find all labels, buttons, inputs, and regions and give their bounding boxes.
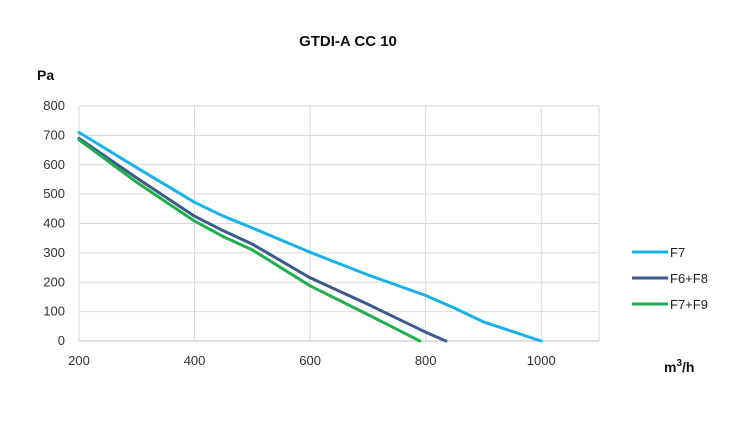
y-tick-label: 100: [43, 304, 65, 319]
x-axis-label-sup: 3: [676, 358, 682, 369]
y-tick-label: 300: [43, 245, 65, 260]
series-line: [77, 136, 448, 343]
legend-label: F7: [670, 245, 685, 260]
legend: F7 F6+F8 F7+F9: [632, 245, 708, 312]
y-tick-label: 0: [58, 333, 65, 348]
x-tick-label: 1000: [527, 353, 556, 368]
x-axis-label: m3/h: [664, 358, 694, 375]
tick-labels: 0 100 200 300 400 500 600 700 800 200 400 600 800 100…: [43, 98, 555, 368]
y-tick-label: 600: [43, 157, 65, 172]
y-tick-label: 400: [43, 216, 65, 231]
x-axis-label-rest: /h: [682, 359, 694, 375]
series-line: [77, 138, 422, 343]
legend-label: F7+F9: [670, 297, 708, 312]
y-tick-label: 200: [43, 274, 65, 289]
y-tick-label: 500: [43, 186, 65, 201]
x-tick-label: 200: [68, 353, 90, 368]
y-tick-label: 800: [43, 98, 65, 113]
legend-label: F6+F8: [670, 271, 708, 286]
x-tick-label: 600: [299, 353, 321, 368]
series-lines: [77, 130, 543, 343]
y-axis-label: Pa: [37, 67, 54, 83]
x-axis-label-base: m: [664, 359, 676, 375]
grid: [78, 105, 600, 342]
y-tick-label: 700: [43, 127, 65, 142]
series-line: [77, 130, 543, 343]
x-tick-label: 400: [184, 353, 206, 368]
chart-title: GTDI-A CC 10: [299, 33, 397, 50]
x-tick-label: 800: [415, 353, 437, 368]
